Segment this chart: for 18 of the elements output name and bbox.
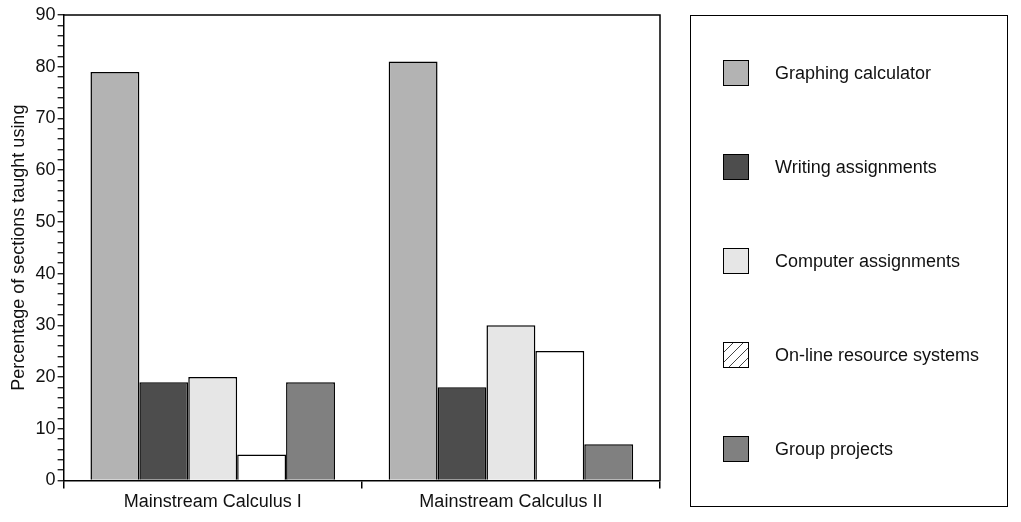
y-axis-title: Percentage of sections taught using bbox=[7, 104, 28, 391]
y-tick-label: 70 bbox=[35, 107, 56, 128]
x-tick-label: Mainstream Calculus II bbox=[419, 491, 603, 512]
legend-label: On-line resource systems bbox=[775, 344, 980, 366]
y-tick-label: 50 bbox=[35, 210, 56, 231]
y-tick-label: 30 bbox=[35, 314, 56, 335]
legend-label: Graphing calculator bbox=[775, 62, 932, 84]
y-tick-label: 40 bbox=[35, 262, 56, 283]
x-tick-label: Mainstream Calculus I bbox=[123, 491, 302, 512]
y-tick-label: 60 bbox=[35, 159, 56, 180]
legend-label: Group projects bbox=[775, 438, 894, 460]
y-tick-label: 90 bbox=[35, 3, 56, 24]
y-tick-label: 0 bbox=[45, 469, 56, 490]
y-tick-label: 80 bbox=[35, 55, 56, 76]
legend-label: Computer assignments bbox=[775, 250, 961, 272]
y-tick-label: 10 bbox=[35, 417, 56, 438]
y-tick-label: 20 bbox=[35, 365, 56, 386]
legend-label: Writing assignments bbox=[775, 156, 937, 178]
